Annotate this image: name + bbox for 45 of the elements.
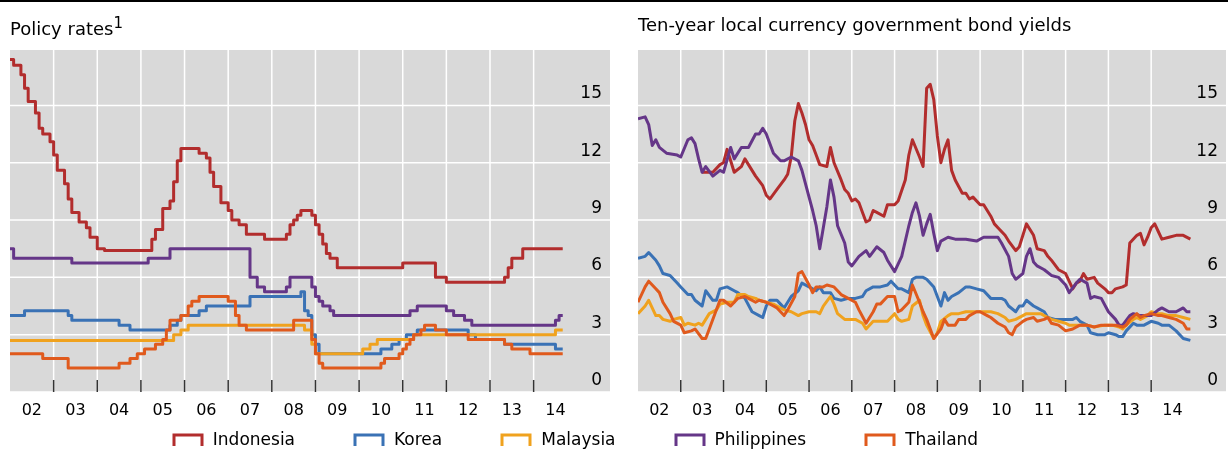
x-tick-label: 05 bbox=[152, 400, 173, 419]
x-tick-label: 02 bbox=[649, 400, 670, 419]
x-tick-label: 08 bbox=[905, 400, 927, 419]
x-tick-label: 10 bbox=[991, 400, 1012, 419]
x-tick-label: 09 bbox=[327, 400, 348, 419]
x-tick-label: 10 bbox=[370, 400, 392, 419]
y-tick-label: 15 bbox=[580, 82, 602, 103]
y-tick-label: 3 bbox=[591, 311, 602, 332]
x-tick-label: 12 bbox=[1076, 400, 1098, 419]
x-tick-label: 03 bbox=[691, 400, 713, 419]
x-tick-label: 06 bbox=[820, 400, 841, 419]
chart-title: Ten-year local currency government bond yields bbox=[638, 14, 1072, 35]
x-tick-label: 03 bbox=[65, 400, 86, 419]
x-tick-label: 06 bbox=[196, 400, 217, 419]
legend-label: Indonesia bbox=[212, 429, 296, 449]
x-tick-label: 14 bbox=[545, 400, 566, 419]
y-tick-label: 9 bbox=[591, 197, 602, 218]
y-tick-label: 0 bbox=[1207, 369, 1218, 389]
x-tick-label: 09 bbox=[948, 400, 969, 419]
x-tick-label: 11 bbox=[414, 400, 435, 419]
chart-title: Policy rates$^{1}$ bbox=[10, 14, 123, 39]
x-tick-label: 07 bbox=[863, 400, 884, 419]
x-tick-label: 04 bbox=[108, 400, 130, 419]
x-tick-label: 13 bbox=[501, 400, 522, 419]
x-tick-label: 12 bbox=[458, 400, 479, 419]
y-tick-label: 6 bbox=[591, 254, 602, 275]
legend-label: Philippines bbox=[714, 429, 807, 449]
legend-label: Thailand bbox=[905, 429, 979, 449]
y-tick-label: 9 bbox=[1207, 197, 1218, 218]
y-tick-label: 0 bbox=[591, 369, 602, 389]
y-tick-label: 6 bbox=[1207, 254, 1218, 275]
x-tick-label: 13 bbox=[1119, 400, 1140, 419]
y-tick-label: 12 bbox=[580, 139, 602, 160]
x-tick-label: 11 bbox=[1034, 400, 1055, 419]
x-tick-label: 14 bbox=[1162, 400, 1183, 419]
legend-label: Korea bbox=[394, 429, 443, 449]
y-tick-label: 12 bbox=[1196, 139, 1218, 160]
legend-label: Malaysia bbox=[541, 429, 616, 449]
x-tick-label: 07 bbox=[239, 400, 261, 419]
x-tick-label: 02 bbox=[21, 400, 42, 419]
x-tick-label: 04 bbox=[734, 400, 756, 419]
y-tick-label: 3 bbox=[1207, 311, 1218, 332]
y-tick-label: 15 bbox=[1196, 82, 1218, 103]
x-tick-label: 05 bbox=[777, 400, 798, 419]
x-tick-label: 08 bbox=[283, 400, 304, 419]
